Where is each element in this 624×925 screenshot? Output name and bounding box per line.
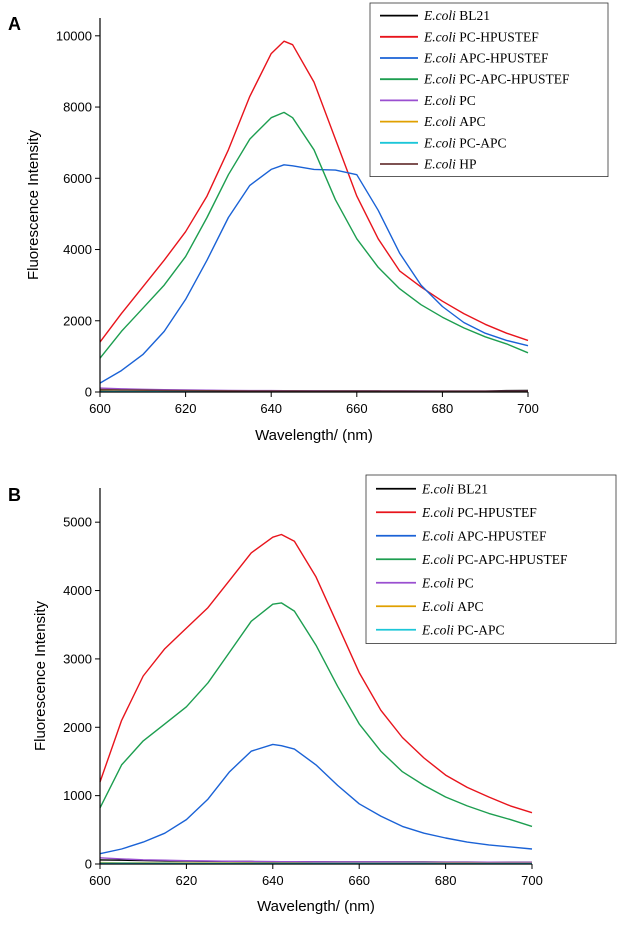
legend-entry: E.coli APC <box>423 114 486 129</box>
legend-entry-species: E.coli <box>421 599 454 614</box>
legend-entry: E.coli BL21 <box>421 481 488 496</box>
legend-entry: E.coli PC <box>423 93 476 108</box>
y-tick-label: 2000 <box>63 313 92 328</box>
legend-entry: E.coli APC <box>421 599 484 614</box>
legend-entry-strain: PC-HPUSTEF <box>454 505 537 520</box>
x-tick-label: 700 <box>517 401 539 416</box>
x-tick-label: 600 <box>89 873 111 888</box>
series-line-apc-hpustef <box>99 164 529 384</box>
panel-label: A <box>8 14 21 34</box>
y-tick-label: 1000 <box>63 788 92 803</box>
legend-entry-species: E.coli <box>421 575 454 590</box>
legend-entry: E.coli PC-HPUSTEF <box>421 505 537 520</box>
legend-entry-strain: APC-HPUSTEF <box>454 528 547 543</box>
legend-entry: E.coli PC-APC <box>421 622 505 637</box>
legend-entry: E.coli APC-HPUSTEF <box>421 528 547 543</box>
legend-entry: E.coli HP <box>423 157 477 172</box>
legend-entry: E.coli APC-HPUSTEF <box>423 51 549 66</box>
x-tick-label: 640 <box>260 401 282 416</box>
legend-entry-strain: BL21 <box>456 8 490 23</box>
legend-entry-strain: PC-APC <box>456 135 507 150</box>
legend-entry-species: E.coli <box>423 93 456 108</box>
legend-entry-strain: PC-HPUSTEF <box>456 29 539 44</box>
legend-entry: E.coli PC-APC-HPUSTEF <box>421 552 568 567</box>
y-tick-label: 0 <box>85 385 92 400</box>
legend-entry-strain: HP <box>456 157 477 172</box>
legend-entry: E.coli PC-HPUSTEF <box>423 29 539 44</box>
panel-label: B <box>8 485 21 505</box>
panel-b: B 600 620 640 660 680 700 0 1000 2000 3000 4000 5000… <box>8 474 617 915</box>
legend-entry-strain: PC-APC-HPUSTEF <box>454 552 568 567</box>
x-tick-label: 620 <box>175 401 197 416</box>
legend-entry-species: E.coli <box>423 72 456 87</box>
legend-frame <box>369 2 609 178</box>
y-tick-label: 6000 <box>63 171 92 186</box>
legend-entry: E.coli PC-APC-HPUSTEF <box>423 72 570 87</box>
legend-entry-species: E.coli <box>423 157 456 172</box>
legend-entry-strain: APC <box>454 599 484 614</box>
legend-entry-strain: PC-APC <box>454 622 505 637</box>
series-line-pc-apc-hpustef <box>99 602 533 828</box>
legend-entry-species: E.coli <box>423 114 456 129</box>
series-line-pc-hpustef <box>99 533 533 814</box>
legend-entry-species: E.coli <box>423 51 456 66</box>
legend-entry-strain: APC <box>456 114 486 129</box>
legend-entry: E.coli BL21 <box>423 8 490 23</box>
panel-a: A 600 620 640 660 680 700 0 2000 4000 6000 8000 1000… <box>8 2 609 444</box>
y-tick-label: 8000 <box>63 100 92 115</box>
legend-entry-strain: PC <box>456 93 476 108</box>
y-axis-title: Fluorescence Intensity <box>25 129 42 280</box>
legend-entry-strain: PC <box>454 575 474 590</box>
x-tick-label: 660 <box>348 873 370 888</box>
series-line-apc-hpustef <box>99 743 533 855</box>
legend-entry-species: E.coli <box>421 481 454 496</box>
y-tick-label: 2000 <box>63 720 92 735</box>
legend-entry-strain: APC-HPUSTEF <box>456 51 549 66</box>
y-tick-label: 4000 <box>63 583 92 598</box>
legend-entry-strain: PC-APC-HPUSTEF <box>456 72 570 87</box>
legend-entry: E.coli PC-APC <box>423 135 507 150</box>
x-tick-label: 680 <box>432 401 454 416</box>
x-tick-label: 680 <box>435 873 457 888</box>
y-tick-label: 3000 <box>63 651 92 666</box>
series-line-pc-apc-hpustef <box>99 111 529 359</box>
x-tick-label: 640 <box>262 873 284 888</box>
legend-entry-species: E.coli <box>421 622 454 637</box>
series-line-pc <box>99 857 532 863</box>
x-axis-title: Wavelength/ (nm) <box>257 898 375 915</box>
legend-entry-strain: BL21 <box>454 481 488 496</box>
series-line-hp <box>99 388 528 392</box>
legend-entry: E.coli PC <box>421 575 474 590</box>
x-tick-label: 700 <box>521 873 543 888</box>
series-line-pc-hpustef <box>99 40 529 343</box>
legend-entry-species: E.coli <box>421 505 454 520</box>
legend-entry-species: E.coli <box>423 135 456 150</box>
y-tick-label: 10000 <box>56 28 92 43</box>
x-tick-label: 620 <box>176 873 198 888</box>
y-axis-title: Fluorescence Intensity <box>32 600 49 751</box>
y-tick-label: 5000 <box>63 515 92 530</box>
legend-entry-species: E.coli <box>421 552 454 567</box>
x-tick-label: 600 <box>89 401 111 416</box>
legend-entry-species: E.coli <box>423 8 456 23</box>
x-tick-label: 660 <box>346 401 368 416</box>
legend-entry-species: E.coli <box>423 29 456 44</box>
legend-entry-species: E.coli <box>421 528 454 543</box>
y-tick-label: 4000 <box>63 242 92 257</box>
y-tick-label: 0 <box>85 857 92 872</box>
x-axis-title: Wavelength/ (nm) <box>255 427 373 444</box>
